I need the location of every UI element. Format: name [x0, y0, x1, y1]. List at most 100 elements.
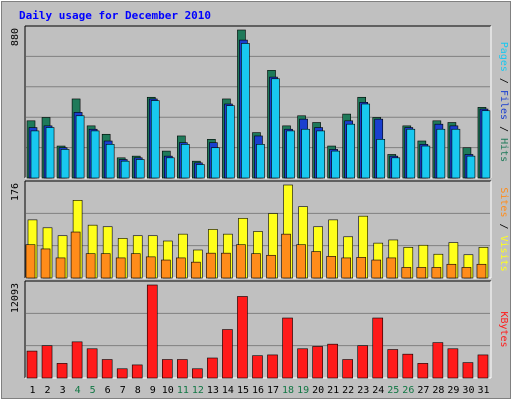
legend-separator: / [498, 72, 509, 90]
bar-kbytes [222, 329, 233, 379]
bar-kbytes [101, 359, 113, 379]
bar-sites [431, 267, 442, 279]
bar-sites [461, 267, 472, 279]
bar-pages [271, 78, 280, 179]
x-label: 20 [312, 385, 324, 396]
x-label: 16 [252, 385, 264, 396]
bar-sites [191, 261, 201, 279]
x-label: 19 [297, 385, 309, 396]
bar-sites [70, 231, 81, 279]
bar-kbytes [327, 343, 338, 379]
bar-sites [266, 254, 276, 279]
bar-kbytes [26, 350, 38, 379]
bar-kbytes [282, 317, 293, 379]
x-label: 31 [477, 385, 489, 396]
bar-pages [361, 103, 371, 179]
bar-kbytes [477, 354, 489, 379]
x-label: 27 [417, 385, 429, 396]
bar-kbytes [312, 346, 323, 379]
x-label: 6 [105, 385, 111, 396]
bar-sites [130, 253, 141, 279]
bar-pages [481, 110, 491, 179]
legend-visits: Visits [498, 236, 509, 272]
bar-sites [100, 253, 111, 279]
bar-kbytes [41, 345, 53, 379]
bar-pages [75, 115, 85, 179]
bar-kbytes [237, 296, 248, 379]
bar-sites [326, 256, 336, 279]
bar-sites [85, 253, 96, 279]
bar-kbytes [71, 341, 83, 379]
bar-sites [341, 257, 351, 279]
bar-pages [211, 147, 220, 179]
legend-separator: / [498, 217, 509, 235]
bar-sites [176, 257, 186, 279]
bar-kbytes [131, 364, 143, 379]
legend-hits: Hits [498, 138, 509, 162]
legend-visits_sites: Sites / Visits [498, 187, 509, 271]
bar-pages [421, 145, 431, 179]
x-label: 1 [30, 385, 36, 396]
x-label: 15 [237, 385, 249, 396]
x-label: 14 [222, 385, 234, 396]
x-label: 26 [402, 385, 414, 396]
x-label: 5 [90, 385, 96, 396]
bar-kbytes [207, 357, 218, 379]
bar-sites [40, 248, 51, 279]
bar-sites [251, 253, 261, 279]
bar-sites [386, 257, 397, 279]
x-label: 18 [282, 385, 294, 396]
bar-kbytes [402, 353, 414, 379]
ymax-label-hits_files_pages: 880 [10, 28, 21, 46]
bar-pages [135, 159, 145, 179]
x-label: 22 [342, 385, 354, 396]
bar-sites [55, 257, 66, 279]
bar-sites [371, 259, 382, 279]
bar-pages [241, 43, 250, 179]
x-label: 3 [60, 385, 66, 396]
bar-pages [45, 127, 55, 179]
ymax-label-kbytes: 12093 [10, 283, 21, 313]
bar-kbytes [357, 345, 369, 379]
bar-sites [281, 233, 291, 279]
bar-sites [311, 251, 321, 279]
bar-pages [286, 130, 295, 179]
x-label: 4 [75, 385, 81, 396]
bar-kbytes [116, 368, 128, 379]
bar-kbytes [252, 355, 263, 379]
bar-kbytes [267, 354, 278, 379]
bar-sites [160, 259, 171, 279]
bar-pages [120, 160, 130, 179]
x-label: 2 [45, 385, 51, 396]
x-label: 17 [267, 385, 279, 396]
bar-pages [331, 150, 340, 179]
x-label: 13 [207, 385, 219, 396]
legend-kbytes: KBytes [498, 311, 509, 347]
bar-kbytes [192, 368, 203, 379]
legend-files: Files [498, 90, 509, 120]
x-label: 30 [462, 385, 474, 396]
bar-pages [376, 139, 386, 179]
x-label: 8 [135, 385, 141, 396]
bar-kbytes [372, 317, 384, 379]
legend-hits_files_pages: Pages / Files / Hits [498, 42, 509, 162]
bar-pages [165, 157, 175, 179]
bar-sites [236, 244, 246, 279]
bar-kbytes [342, 359, 353, 379]
bar-pages [391, 157, 401, 179]
legend-separator: / [498, 120, 509, 138]
legend-kbytes: KBytes [498, 311, 509, 347]
bar-kbytes [161, 359, 173, 379]
bar-sites [476, 263, 487, 279]
bar-pages [406, 128, 416, 179]
bar-sites [296, 244, 306, 279]
bar-pages [196, 164, 205, 179]
bar-sites [221, 252, 231, 279]
chart-title: Daily usage for December 2010 [19, 9, 212, 22]
bar-pages [150, 100, 160, 179]
bar-pages [451, 128, 461, 179]
bar-kbytes [447, 348, 459, 379]
